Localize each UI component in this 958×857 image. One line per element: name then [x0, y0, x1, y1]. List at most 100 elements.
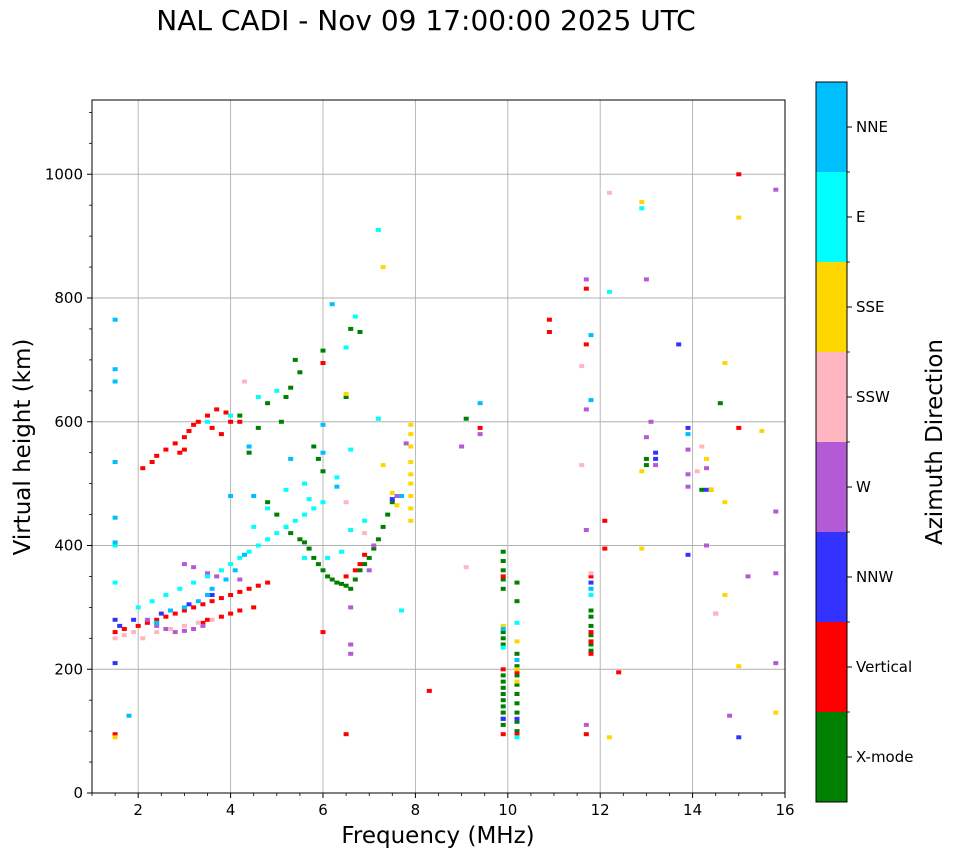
data-point	[500, 722, 506, 727]
data-point	[583, 342, 589, 347]
data-point	[500, 623, 506, 628]
data-point	[112, 540, 118, 545]
data-point	[394, 494, 400, 498]
data-point	[653, 456, 659, 461]
data-point	[209, 599, 215, 604]
data-point	[237, 589, 243, 594]
data-point	[588, 630, 594, 635]
data-point	[172, 611, 178, 616]
data-point	[232, 568, 238, 573]
data-point	[163, 447, 169, 452]
data-point	[343, 574, 349, 579]
data-point	[357, 562, 363, 567]
data-point	[112, 636, 118, 641]
data-point	[408, 481, 414, 486]
data-point	[394, 503, 400, 508]
data-point	[606, 735, 612, 740]
data-point	[588, 571, 594, 576]
data-point	[588, 586, 594, 591]
data-point	[205, 574, 210, 579]
data-point	[154, 620, 160, 625]
colorbar-label: NNW	[856, 568, 893, 586]
x-axis-label: Frequency (MHz)	[341, 823, 534, 849]
plot-frame	[91, 99, 786, 794]
data-point	[653, 450, 659, 455]
data-point	[408, 444, 414, 449]
colorbar-label: SSW	[856, 388, 890, 406]
data-point	[389, 497, 395, 502]
data-point	[463, 565, 469, 570]
data-point	[408, 472, 414, 477]
data-point	[112, 580, 118, 585]
data-point	[274, 512, 280, 517]
data-point	[186, 429, 192, 433]
data-point	[177, 450, 183, 455]
data-point	[200, 620, 206, 625]
x-tick-label: 8	[411, 801, 421, 819]
data-point	[283, 395, 289, 399]
data-point	[218, 614, 224, 619]
data-point	[408, 494, 414, 498]
data-point	[343, 500, 349, 505]
data-point	[380, 463, 386, 468]
data-point	[653, 463, 659, 468]
data-point	[366, 555, 372, 560]
data-point	[546, 317, 552, 322]
data-point	[773, 710, 779, 715]
data-point	[736, 172, 742, 177]
data-point	[320, 348, 326, 353]
data-point	[242, 552, 247, 557]
data-point	[514, 670, 520, 675]
x-tick-label: 2	[133, 801, 143, 819]
data-point	[708, 487, 714, 492]
data-point	[514, 651, 520, 656]
data-point	[588, 333, 594, 338]
data-point	[348, 651, 354, 656]
data-point	[140, 636, 146, 641]
data-point	[209, 586, 215, 591]
data-point	[500, 716, 506, 721]
data-point	[514, 692, 520, 696]
data-point	[144, 617, 150, 622]
data-point	[246, 444, 252, 449]
data-point	[191, 605, 197, 610]
x-tick-label: 6	[318, 801, 328, 819]
data-point	[500, 698, 506, 703]
data-point	[514, 682, 520, 687]
data-point	[500, 685, 506, 690]
data-point	[648, 419, 654, 424]
data-point	[588, 608, 594, 613]
data-point	[265, 537, 271, 542]
data-point	[463, 416, 469, 421]
data-point	[676, 342, 682, 347]
colorbar-swatch	[816, 172, 847, 262]
data-point	[228, 419, 234, 424]
data-point	[218, 596, 224, 601]
data-point	[117, 623, 123, 628]
data-point	[112, 732, 118, 737]
data-point	[172, 630, 178, 635]
data-point	[297, 370, 303, 375]
colorbar-swatch	[816, 532, 847, 622]
data-point	[112, 367, 118, 372]
data-point	[177, 586, 183, 591]
data-point	[181, 623, 187, 628]
data-point	[343, 732, 349, 737]
data-point	[251, 494, 257, 498]
data-point	[168, 627, 173, 631]
data-point	[181, 608, 187, 613]
data-point	[246, 450, 252, 455]
data-point	[320, 500, 326, 505]
data-point	[736, 215, 742, 220]
data-point	[477, 425, 483, 430]
colorbar-label: Vertical	[856, 658, 912, 676]
data-point	[500, 549, 506, 554]
data-point	[126, 713, 132, 718]
data-point	[514, 639, 520, 644]
data-point	[144, 620, 150, 625]
y-axis-label: Virtual height (km)	[10, 339, 36, 556]
data-point	[112, 515, 118, 520]
data-point	[500, 630, 506, 635]
chart-title: NAL CADI - Nov 09 17:00:00 2025 UTC	[156, 4, 696, 37]
data-point	[251, 524, 257, 529]
